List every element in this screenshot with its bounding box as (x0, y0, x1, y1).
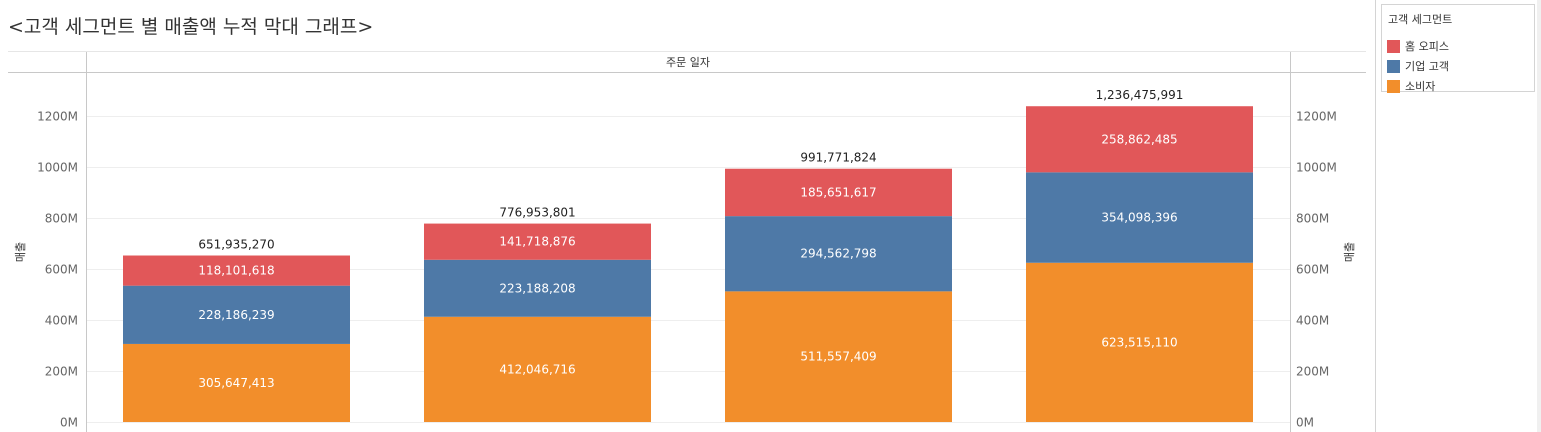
bar-segment-label: 258,862,485 (1101, 132, 1177, 146)
bar-segment (424, 316, 651, 422)
bar-total-label: 776,953,801 (499, 206, 575, 220)
bar-segment (123, 285, 350, 344)
bar-total-label: 991,771,824 (800, 151, 876, 165)
bar-total-label: 1,236,475,991 (1096, 88, 1184, 102)
legend-item-corporate[interactable]: 기업 고객 (1387, 59, 1449, 73)
y-tick-label-right: 0M (1296, 416, 1314, 430)
y-tick-label-right: 1000M (1296, 161, 1337, 175)
bar-segment (123, 255, 350, 286)
bar-segment-label: 305,647,413 (198, 376, 274, 390)
y-tick-label-right: 1200M (1296, 110, 1337, 124)
chart-frame: <고객 세그먼트 별 매출액 누적 막대 그래프> 주문 일자 0M 0M 200M 2… (8, 0, 1376, 432)
y-tick-label-right: 800M (1296, 212, 1329, 226)
bar-segment-label: 294,562,798 (800, 247, 876, 261)
scrollbar-strip (1537, 0, 1541, 432)
y-tick-label-right: 200M (1296, 365, 1329, 379)
legend-label: 기업 고객 (1405, 60, 1449, 73)
page-title: <고객 세그먼트 별 매출액 누적 막대 그래프> (8, 16, 374, 38)
bar-total-label: 651,935,270 (198, 238, 274, 252)
bar-segment (725, 291, 952, 422)
legend-title: 고객 세그먼트 (1388, 13, 1453, 26)
legend-item-home-office[interactable]: 홈 오피스 (1387, 39, 1449, 53)
bar-segment-label: 228,186,239 (198, 308, 274, 322)
legend-label: 소비자 (1405, 80, 1436, 93)
legend-swatch-home-office (1387, 39, 1400, 53)
y-tick-label-left: 800M (45, 212, 78, 226)
column-header-label: 주문 일자 (666, 55, 710, 69)
legend-label: 홈 오피스 (1405, 40, 1449, 53)
legend: 고객 세그먼트 홈 오피스 기업 고객 소비자 (1381, 4, 1535, 93)
bar-segment-label: 141,718,876 (499, 235, 575, 249)
bar-segment-label: 185,651,617 (800, 185, 876, 199)
y-tick-label-left: 0M (60, 416, 78, 430)
y-tick-label-left: 1000M (37, 161, 78, 175)
y-tick-label-right: 600M (1296, 263, 1329, 277)
bar-segment (1026, 262, 1253, 422)
bar-segment-label: 223,188,208 (499, 281, 575, 295)
legend-item-consumer[interactable]: 소비자 (1387, 79, 1435, 93)
bar-segment (123, 343, 350, 422)
bar-segment-label: 412,046,716 (499, 362, 575, 376)
y-tick-label-right: 400M (1296, 314, 1329, 328)
bar-segment-label: 118,101,618 (198, 264, 274, 278)
stacked-bar-chart: 주문 일자 0M 0M 200M 200M 400M 400M 600M 600M 800M 800… (8, 51, 1366, 432)
bar-segment (424, 223, 651, 260)
bar-segment (725, 168, 952, 217)
legend-swatch-corporate (1387, 59, 1400, 73)
bar-segment (1026, 106, 1253, 173)
y-tick-label-left: 200M (45, 365, 78, 379)
y-axis-title-left: 매출 (14, 242, 27, 262)
legend-swatch-consumer (1387, 79, 1400, 93)
bar-segment (725, 216, 952, 292)
y-tick-label-left: 1200M (37, 110, 78, 124)
bar-segment-label: 354,098,396 (1101, 211, 1177, 225)
bar-segment-label: 623,515,110 (1101, 335, 1177, 349)
y-tick-label-left: 400M (45, 314, 78, 328)
bar-segment-label: 511,557,409 (800, 350, 876, 364)
bar-segment (424, 259, 651, 317)
y-tick-label-left: 600M (45, 263, 78, 277)
y-axis-title-right: 매출 (1343, 242, 1356, 262)
bar-segment (1026, 172, 1253, 263)
